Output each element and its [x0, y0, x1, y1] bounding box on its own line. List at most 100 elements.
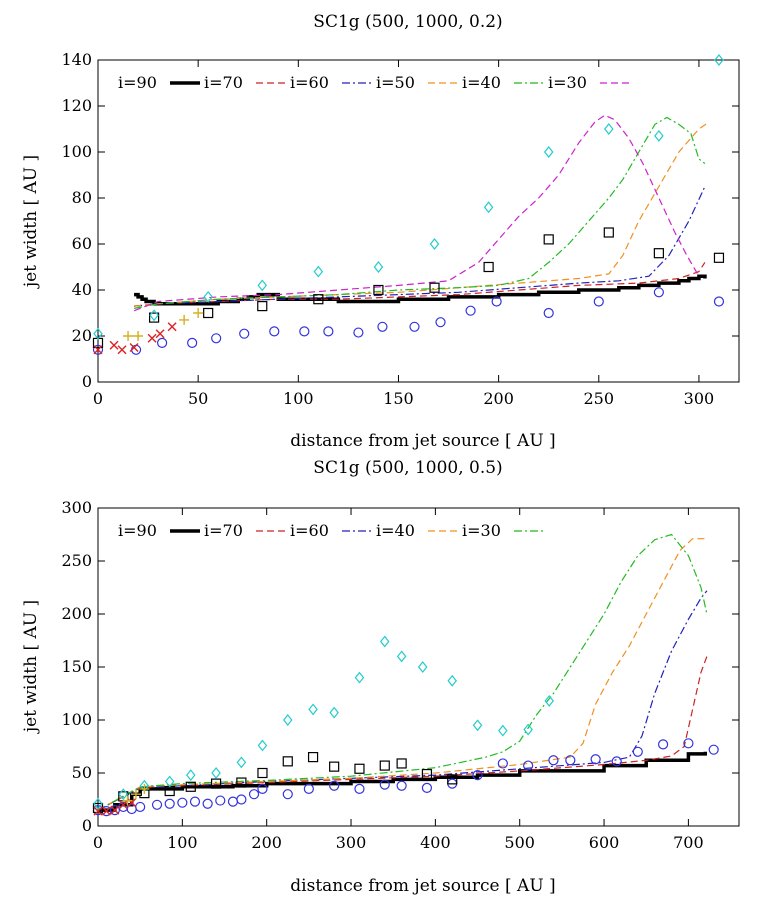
- bottom-chart-title: SC1g (500, 1000, 0.5): [313, 458, 502, 478]
- marker-diamond: [714, 54, 724, 66]
- marker-circle: [708, 744, 719, 755]
- x-tick-label: 250: [584, 389, 615, 408]
- y-tick-label: 20: [72, 326, 92, 345]
- marker-diamond: [257, 279, 268, 292]
- series-line-i=40: [97, 538, 707, 811]
- marker-circle: [92, 344, 104, 355]
- marker-cross: [110, 805, 120, 815]
- marker-cross: [129, 343, 139, 352]
- marker-plus: [130, 789, 141, 800]
- series-line-i=50: [134, 121, 710, 307]
- marker-square: [373, 284, 384, 296]
- marker-diamond: [472, 719, 483, 732]
- marker-circle: [653, 287, 664, 298]
- x-tick-label: 200: [483, 389, 514, 408]
- bottom-panel: SC1g (500, 1000, 0.5) distance from jet …: [21, 458, 740, 896]
- marker-square: [329, 761, 340, 772]
- plot-frame: [97, 59, 740, 383]
- marker-square: [421, 768, 433, 780]
- x-tick-label: 50: [188, 389, 208, 408]
- marker-cross: [93, 345, 103, 355]
- marker-circle: [632, 746, 643, 757]
- legend-label: i=40: [376, 521, 415, 540]
- x-tick-label: 400: [420, 833, 451, 852]
- marker-cross: [167, 322, 177, 332]
- marker-circle: [164, 798, 175, 809]
- marker-circle: [377, 321, 388, 332]
- marker-diamond: [186, 769, 196, 782]
- marker-cross: [101, 806, 111, 816]
- marker-circle: [409, 321, 420, 332]
- marker-square: [483, 261, 494, 273]
- bottom-y-axis-label: jet width [ AU ]: [21, 600, 41, 734]
- legend-label: i=40: [462, 73, 501, 92]
- y-tick-label: 140: [61, 50, 92, 69]
- x-tick-label: 0: [93, 833, 103, 852]
- marker-circle: [421, 782, 433, 793]
- x-tick-label: 500: [504, 833, 535, 852]
- marker-square: [203, 307, 214, 319]
- series-line-i=40: [133, 116, 706, 309]
- marker-circle: [329, 780, 340, 791]
- marker-circle: [239, 328, 250, 339]
- marker-cross: [155, 329, 165, 339]
- x-tick-label: 700: [673, 833, 704, 852]
- top-chart-title: SC1g (500, 1000, 0.2): [313, 12, 502, 32]
- marker-circle: [189, 796, 201, 807]
- marker-circle: [248, 789, 260, 800]
- x-tick-label: 600: [589, 833, 620, 852]
- legend-label: i=90: [118, 521, 157, 540]
- marker-plus: [122, 795, 133, 806]
- marker-circle: [472, 770, 483, 781]
- series-line-i=60: [134, 186, 706, 307]
- marker-square: [603, 227, 614, 238]
- marker-circle: [202, 798, 213, 809]
- x-tick-label: 200: [251, 833, 282, 852]
- marker-cross: [118, 800, 128, 810]
- series-line-i=90: [134, 274, 707, 306]
- marker-circle: [227, 796, 239, 807]
- series-line-i=70: [134, 262, 706, 307]
- y-tick-label: 150: [61, 657, 92, 676]
- x-tick-label: 0: [93, 389, 103, 408]
- x-tick-label: 100: [283, 389, 314, 408]
- y-tick-label: 60: [72, 234, 92, 253]
- marker-cross: [93, 806, 103, 816]
- legend-label: i=70: [204, 73, 243, 92]
- legend-label: i=30: [548, 73, 587, 92]
- marker-circle: [611, 756, 622, 767]
- marker-square: [396, 758, 407, 769]
- marker-circle: [379, 779, 390, 790]
- legend-label: i=30: [462, 521, 501, 540]
- marker-circle: [523, 760, 534, 771]
- marker-circle: [713, 296, 725, 307]
- marker-diamond: [543, 146, 554, 158]
- marker-cross: [109, 340, 119, 350]
- marker-circle: [236, 794, 247, 805]
- legend-label: i=70: [204, 521, 243, 540]
- marker-diamond: [118, 788, 129, 801]
- y-tick-label: 0: [82, 816, 92, 835]
- marker-square: [236, 777, 247, 788]
- marker-square: [313, 294, 324, 305]
- y-tick-label: 120: [61, 96, 92, 115]
- marker-diamond: [308, 703, 318, 716]
- marker-circle: [593, 296, 604, 307]
- marker-square: [447, 774, 458, 785]
- marker-square: [429, 282, 440, 293]
- marker-diamond: [93, 327, 103, 340]
- marker-diamond: [329, 706, 339, 719]
- y-tick-label: 100: [61, 710, 92, 729]
- y-tick-label: 50: [72, 763, 92, 782]
- marker-square: [653, 248, 664, 259]
- marker-diamond: [313, 265, 324, 278]
- x-tick-label: 100: [167, 833, 198, 852]
- marker-square: [307, 751, 319, 763]
- marker-circle: [303, 783, 314, 795]
- marker-circle: [565, 755, 576, 766]
- legend-label: i=90: [118, 73, 157, 92]
- marker-diamond: [396, 650, 407, 663]
- marker-circle: [465, 305, 476, 316]
- y-tick-label: 100: [61, 142, 92, 161]
- marker-circle: [299, 326, 310, 337]
